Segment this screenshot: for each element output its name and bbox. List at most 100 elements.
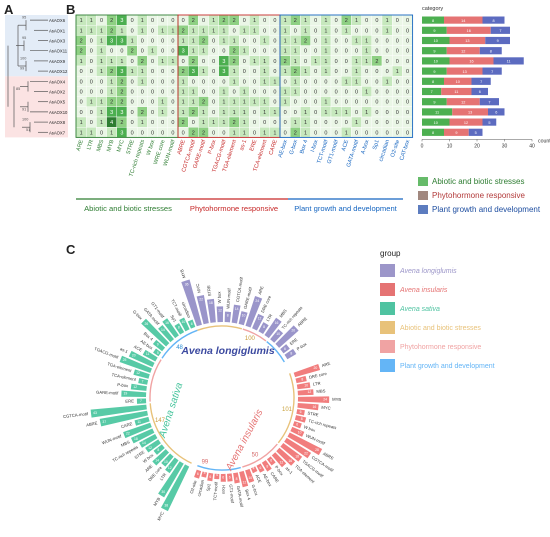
category-legend: Abiotic and biotic stresses Phytohormone …	[418, 177, 541, 214]
legend-swatch	[418, 177, 428, 186]
bar-segment	[441, 87, 472, 96]
heatmap-value: 0	[222, 130, 225, 136]
heatmap-value: 0	[100, 79, 103, 85]
heatmap-value: 1	[212, 120, 215, 126]
heatmap-value: 2	[110, 69, 113, 75]
heatmap-value: 1	[335, 110, 338, 116]
heatmap-value: 1	[243, 28, 246, 34]
circular-bar-value: 11	[137, 420, 141, 424]
heatmap-value: 0	[406, 120, 409, 126]
heatmap-value: 1	[110, 79, 113, 85]
heatmap-value: 2	[80, 39, 83, 45]
circular-bar	[196, 294, 209, 325]
heatmap-value: 1	[294, 39, 297, 45]
heatmap-column-label: ABRE	[177, 139, 187, 156]
circular-bar	[158, 461, 184, 498]
bar-segment-label: 8	[432, 131, 434, 135]
heatmap-value: 0	[375, 90, 378, 96]
heatmap-value: 0	[396, 79, 399, 85]
heatmap-value: 0	[202, 59, 205, 65]
heatmap-value: 0	[80, 69, 83, 75]
circular-bar	[261, 460, 272, 472]
heatmap-value: 1	[294, 79, 297, 85]
heatmap-value: 1	[314, 59, 317, 65]
bootstrap-value: 100	[20, 56, 26, 60]
bar-segment-label: 7	[488, 100, 490, 104]
heatmap-value: 0	[314, 28, 317, 34]
heatmap-value: 0	[151, 28, 154, 34]
heatmap-value: 1	[284, 28, 287, 34]
bar-segment-label: 10	[434, 121, 438, 125]
circular-bar	[206, 298, 216, 323]
heatmap-value: 2	[284, 59, 287, 65]
circular-bar-label: MBS	[278, 308, 288, 318]
heatmap-value: 2	[80, 49, 83, 55]
circular-bar-label: GARE-motif	[96, 390, 119, 396]
heatmap-value: 0	[406, 79, 409, 85]
heatmap-value: 2	[233, 120, 236, 126]
heatmap-value: 1	[324, 100, 327, 106]
circular-bar-label: STRE	[206, 285, 212, 297]
circular-bar-label: ABRE	[322, 451, 335, 461]
circular-bar-label: TCA-element	[111, 372, 137, 382]
bar-segment	[422, 67, 447, 75]
bar-segment-label: 9	[433, 70, 435, 74]
phylogenetic-tree: AsAOX6 AsAOX1 AsAOX3 AsAOX11 AsAOX9 AsAOX12 As…	[5, 15, 68, 138]
heatmap-value: 1	[182, 100, 185, 106]
circular-bar-value: 20	[291, 329, 295, 333]
circular-bar-value: 6	[270, 459, 272, 463]
tree-clade-shade	[5, 15, 68, 77]
circular-bar-label: MYC	[156, 511, 165, 522]
heatmap-value: 1	[253, 59, 256, 65]
circular-bar	[224, 311, 232, 323]
heatmap-value: 1	[324, 18, 327, 24]
heatmap-value: 0	[386, 49, 389, 55]
circular-bar-label: STRE	[133, 449, 145, 460]
circular-bar-label: TC-rich repeats	[111, 444, 138, 463]
heatmap-value: 0	[192, 79, 195, 85]
heatmap-value: 0	[161, 69, 164, 75]
heatmap-value: 1	[345, 130, 348, 136]
circular-bar	[290, 426, 305, 437]
heatmap-value: 1	[355, 69, 358, 75]
circular-bar	[141, 318, 170, 347]
bootstrap-value: 95	[22, 16, 26, 20]
bar-segment-label: 9	[433, 29, 435, 33]
bar-segment	[422, 47, 447, 55]
group-legend-title: group	[380, 249, 401, 258]
heatmap-value: 1	[243, 49, 246, 55]
circular-bar-value: 6	[197, 472, 199, 476]
heatmap-value: 0	[243, 18, 246, 24]
circular-bar	[187, 319, 196, 329]
heatmap-value: 0	[253, 130, 256, 136]
heatmap-value: 1	[324, 69, 327, 75]
circular-bar-label: STRE	[307, 410, 319, 417]
heatmap-value: 1	[243, 120, 246, 126]
heatmap-value: 0	[273, 100, 276, 106]
heatmap-column-label: CARE	[268, 139, 279, 156]
heatmap-value: 0	[365, 69, 368, 75]
heatmap-value: 1	[324, 28, 327, 34]
heatmap-value: 0	[182, 130, 185, 136]
heatmap-value: 0	[171, 18, 174, 24]
heatmap-value: 0	[294, 28, 297, 34]
heatmap-value: 0	[396, 120, 399, 126]
heatmap-value: 0	[263, 18, 266, 24]
circular-bar-value: 8	[178, 326, 180, 330]
heatmap-value: 0	[386, 130, 389, 136]
heatmap-value: 0	[335, 130, 338, 136]
heatmap-value: 0	[365, 130, 368, 136]
circular-bar-value: 6	[229, 475, 231, 479]
heatmap-value: 0	[406, 28, 409, 34]
heatmap-value: 0	[263, 90, 266, 96]
circular-bar-label: P-box	[296, 341, 309, 352]
bar-segment-label: 5	[488, 121, 490, 125]
heatmap-value: 0	[406, 49, 409, 55]
inner-count: 101	[282, 407, 293, 413]
sector-title: Avena sativa	[157, 381, 186, 440]
heatmap-value: 0	[141, 39, 144, 45]
circular-bar-value: 16	[165, 321, 169, 325]
heatmap-value: 0	[90, 59, 93, 65]
heatmap-value: 1	[233, 79, 236, 85]
